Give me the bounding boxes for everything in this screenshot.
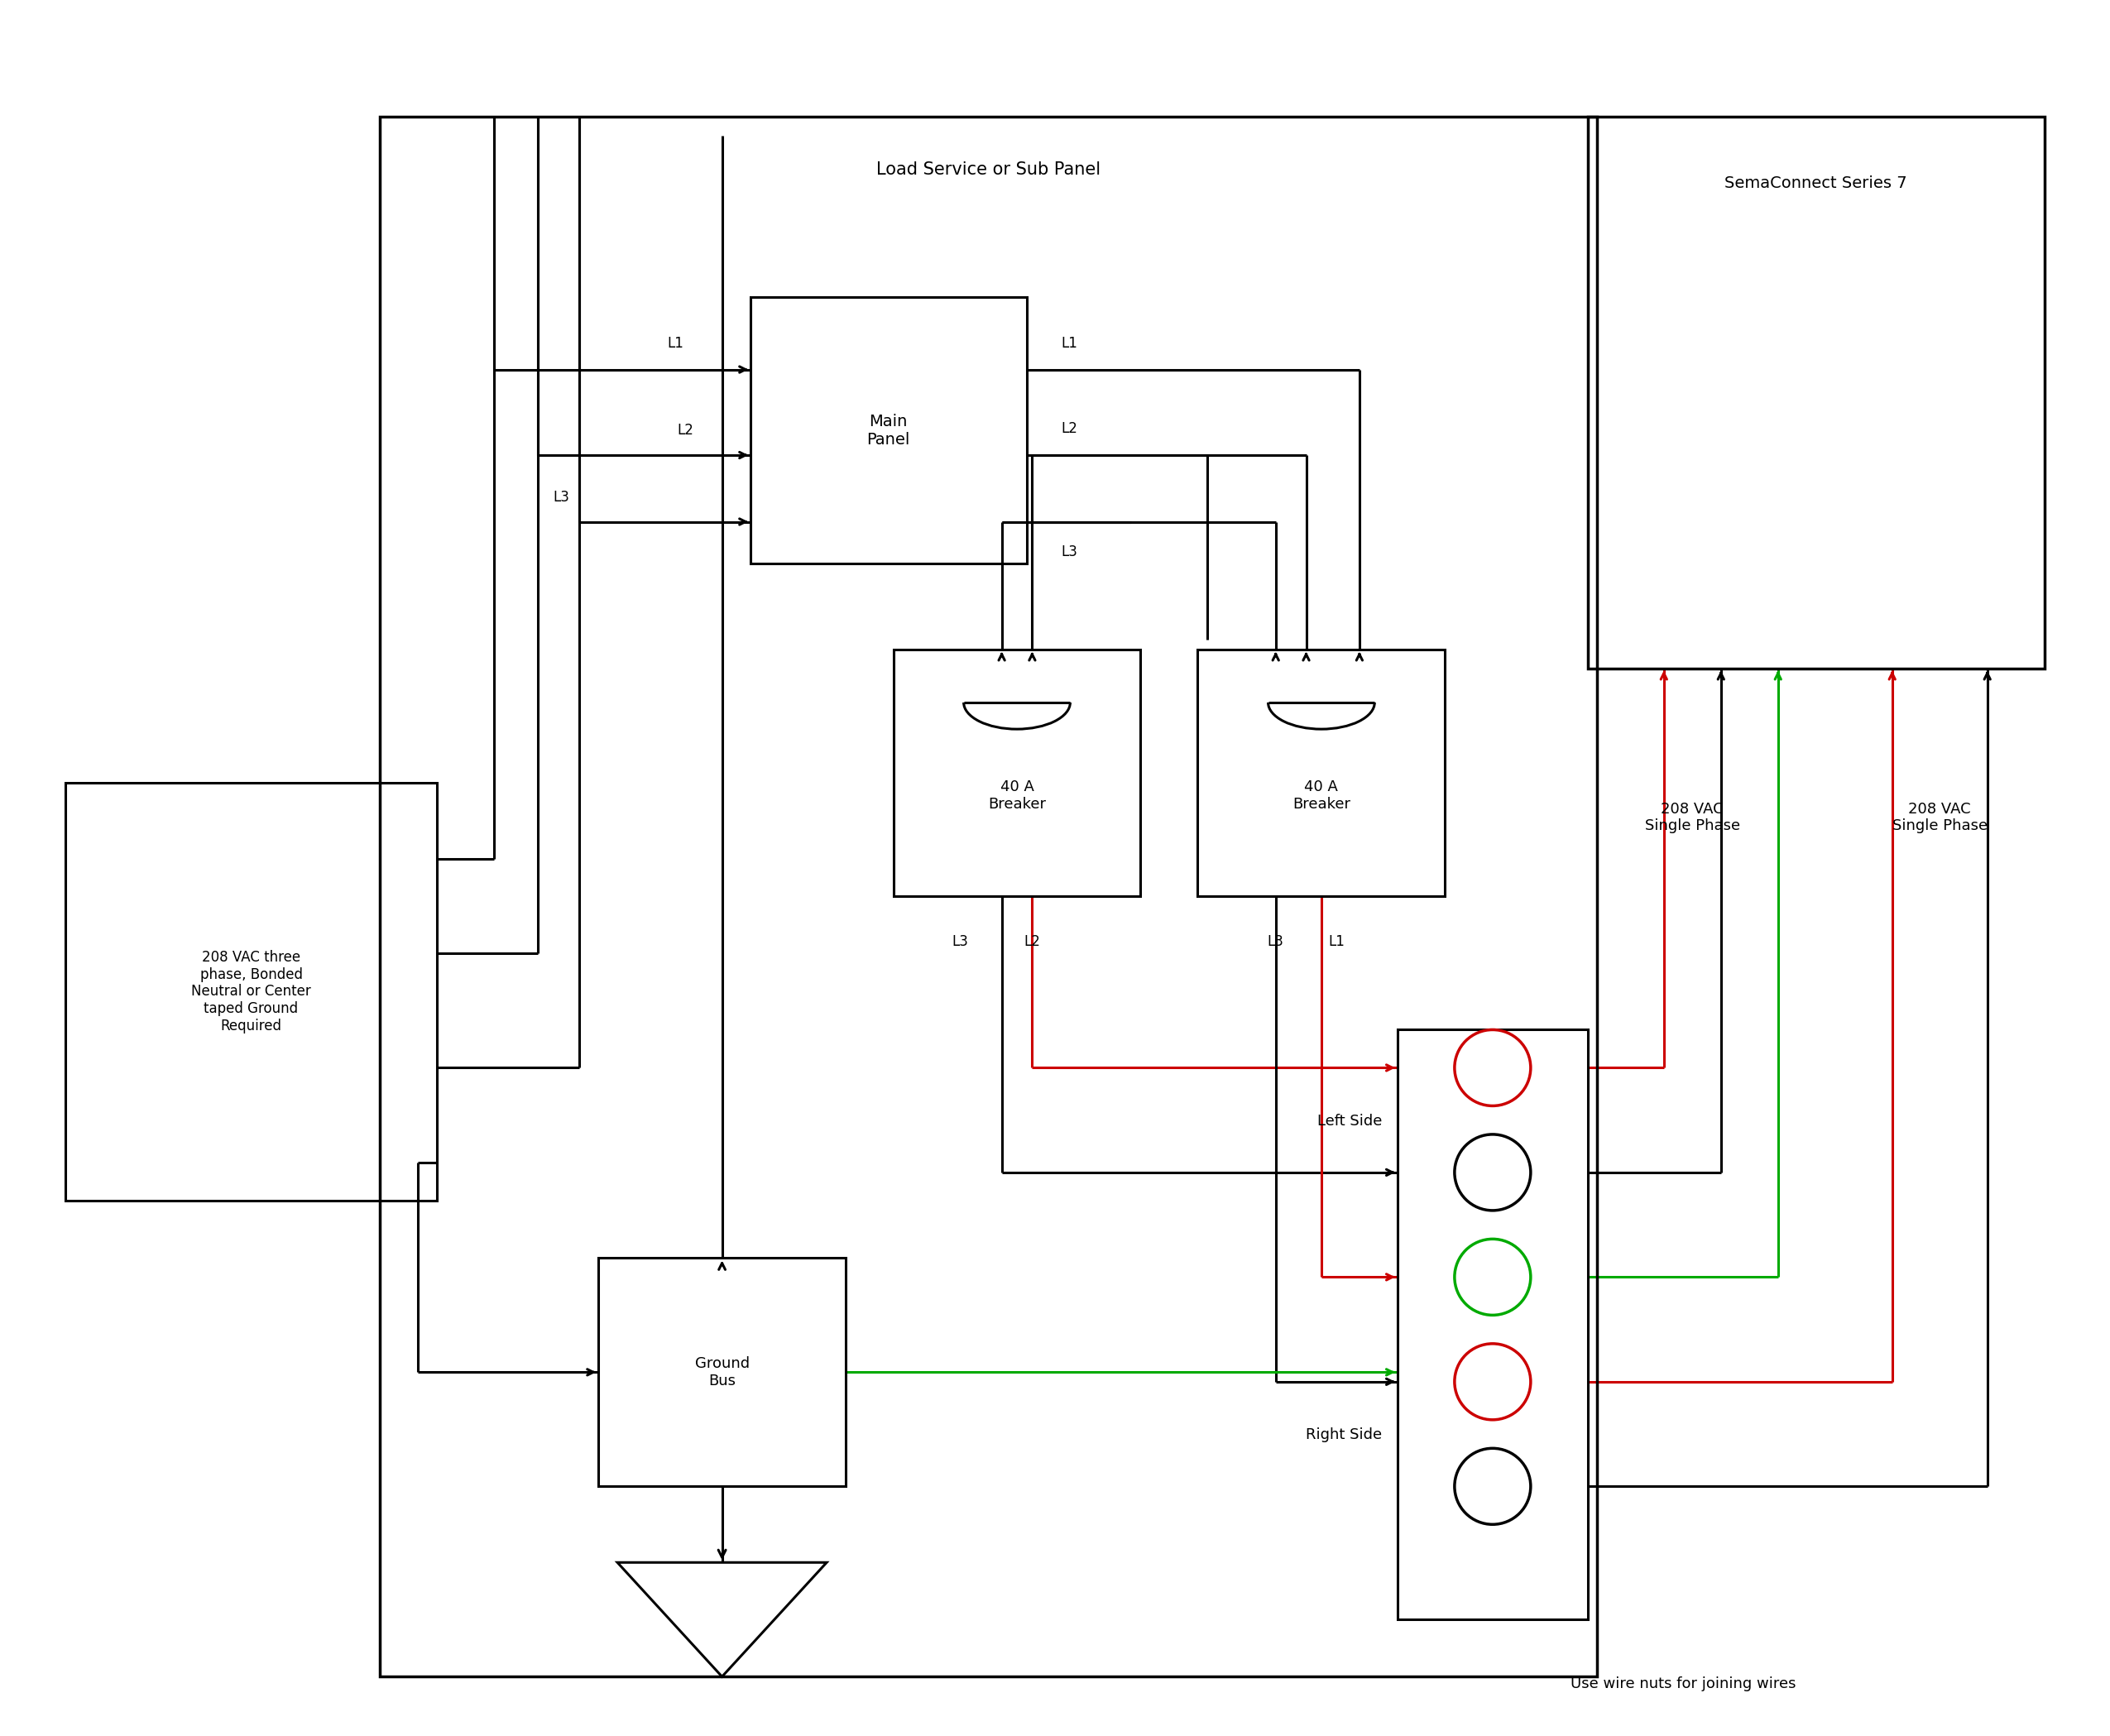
Text: L3: L3 — [952, 934, 968, 950]
Text: 208 VAC
Single Phase: 208 VAC Single Phase — [1893, 802, 1988, 833]
Text: Right Side: Right Side — [1306, 1427, 1382, 1443]
Text: L3: L3 — [1061, 545, 1076, 559]
Text: 208 VAC three
phase, Bonded
Neutral or Center
taped Ground
Required: 208 VAC three phase, Bonded Neutral or C… — [192, 950, 310, 1033]
Bar — [893, 649, 1142, 896]
Text: Main
Panel: Main Panel — [867, 413, 909, 448]
Text: 40 A
Breaker: 40 A Breaker — [987, 779, 1047, 812]
Text: 208 VAC
Single Phase: 208 VAC Single Phase — [1646, 802, 1741, 833]
Bar — [1587, 116, 2045, 668]
Text: L2: L2 — [1061, 422, 1076, 436]
Bar — [1397, 1029, 1587, 1620]
Text: Ground
Bus: Ground Bus — [694, 1356, 749, 1389]
Text: Left Side: Left Side — [1317, 1113, 1382, 1128]
Text: L3: L3 — [553, 490, 570, 505]
Bar — [1198, 649, 1445, 896]
Text: Load Service or Sub Panel: Load Service or Sub Panel — [876, 161, 1101, 179]
Text: L2: L2 — [1023, 934, 1040, 950]
Bar — [65, 783, 437, 1201]
Bar — [599, 1259, 846, 1486]
Text: L1: L1 — [667, 335, 684, 351]
Text: L1: L1 — [1061, 335, 1076, 351]
Text: Use wire nuts for joining wires: Use wire nuts for joining wires — [1570, 1677, 1796, 1691]
Text: L1: L1 — [1329, 934, 1344, 950]
Text: L2: L2 — [677, 424, 694, 437]
Text: L3: L3 — [1268, 934, 1283, 950]
Bar — [751, 297, 1025, 564]
Bar — [380, 116, 1597, 1677]
Text: SemaConnect Series 7: SemaConnect Series 7 — [1724, 175, 1907, 191]
Text: 40 A
Breaker: 40 A Breaker — [1293, 779, 1350, 812]
